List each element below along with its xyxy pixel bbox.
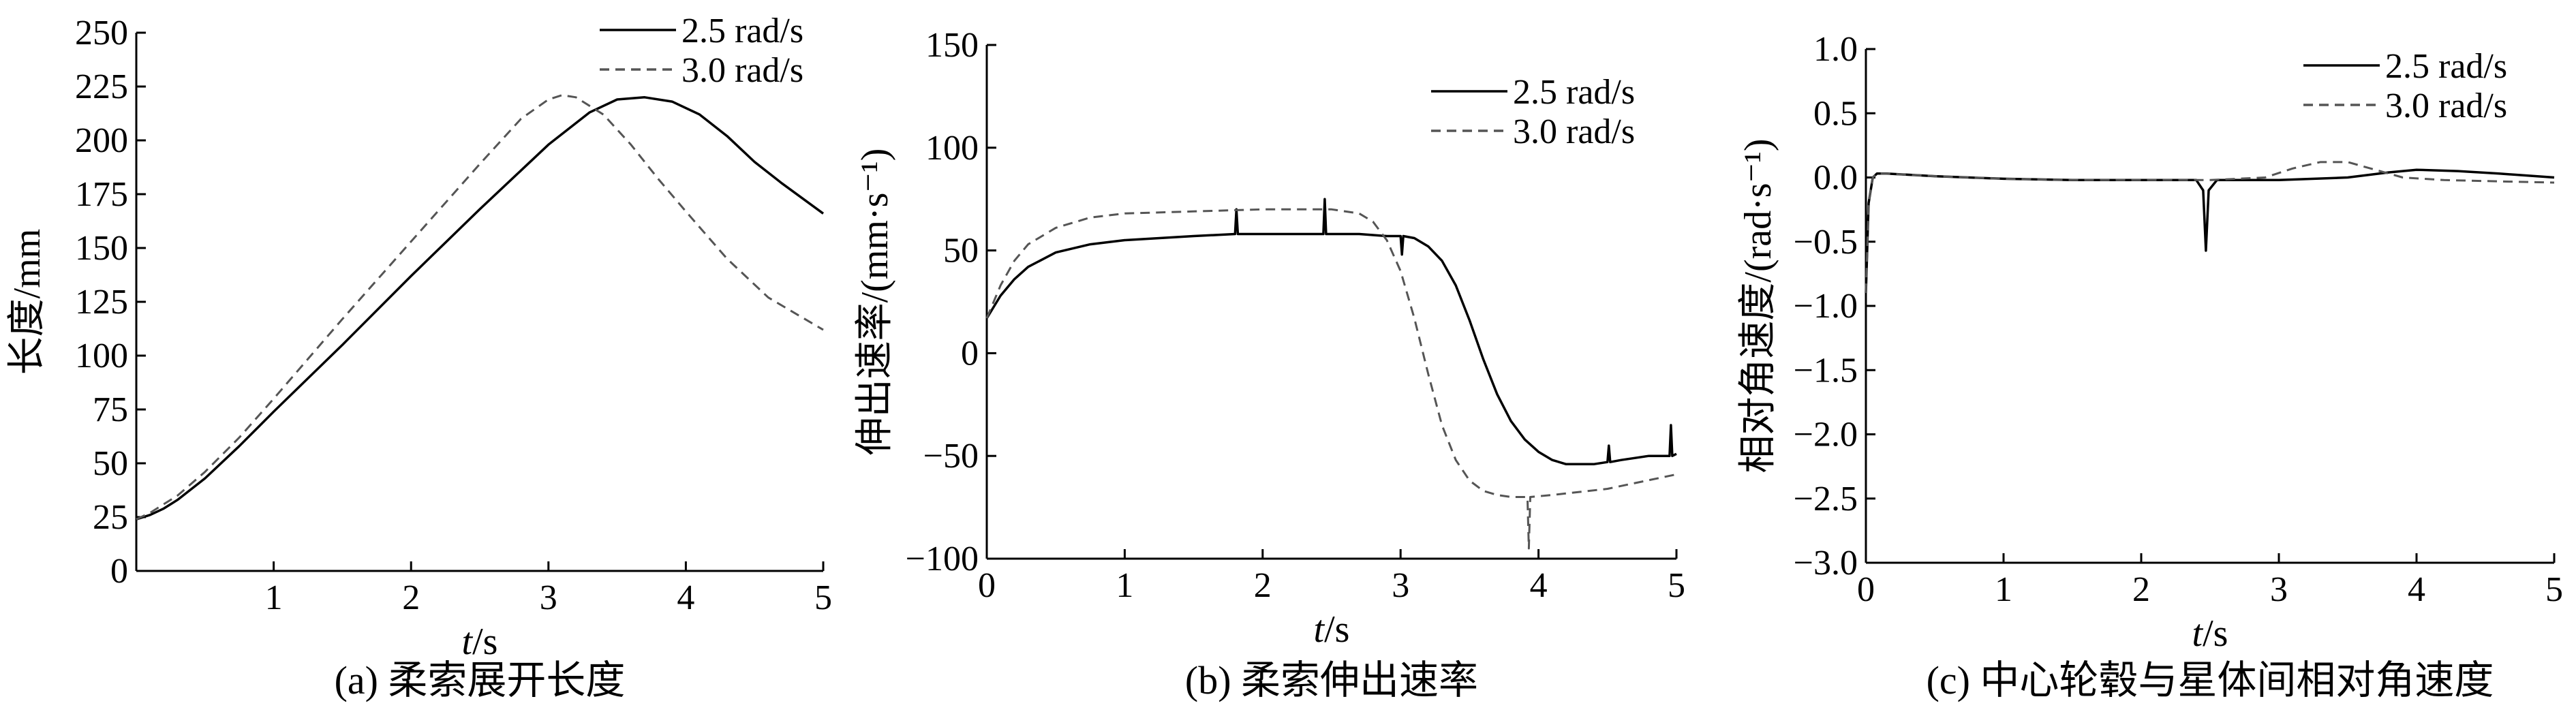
legend-entry: 2.5 rad/s	[2385, 47, 2507, 86]
x-tick-label: 2	[402, 578, 420, 617]
y-tick-label: 50	[943, 232, 979, 270]
x-tick-label: 2	[1254, 566, 1272, 605]
y-tick-label: 150	[925, 26, 979, 65]
y-tick-label: 200	[75, 121, 128, 160]
x-axis-label-unit: /s	[2203, 612, 2228, 655]
y-tick-label: 150	[75, 229, 128, 268]
panel-caption: (b) 柔索伸出速率	[1185, 658, 1478, 702]
legend-entry: 3.0 rad/s	[2385, 87, 2507, 125]
series-line-dashed	[985, 208, 1677, 550]
x-tick-label: 4	[1530, 566, 1548, 605]
x-tick-label: 4	[677, 578, 694, 617]
x-tick-label: 5	[2545, 570, 2563, 609]
y-tick-label: −50	[923, 437, 979, 476]
series-line-solid	[985, 198, 1677, 466]
legend-entry: 3.0 rad/s	[1513, 112, 1635, 151]
series-line-dashed	[136, 94, 824, 521]
legend-entry: 2.5 rad/s	[681, 12, 803, 50]
x-tick-label: 1	[1116, 566, 1133, 605]
x-tick-label: 2	[2132, 570, 2150, 609]
x-axis-label: t/s	[2192, 612, 2228, 655]
x-axis-label: t/s	[462, 621, 498, 663]
chart-panel-a: 0 25 50 75 100 125 150 175 200 225 250 1 2 3 4 5 t/s 长度/m…	[6, 12, 832, 702]
x-tick-label: 4	[2408, 570, 2425, 609]
y-tick-label: 250	[75, 14, 128, 52]
y-axis-label: 相对角速度/(rad·s⁻¹)	[1737, 138, 1779, 473]
y-tick-label: −3.0	[1794, 544, 1858, 583]
y-tick-label: −2.5	[1794, 480, 1858, 518]
x-tick-label: 5	[1668, 566, 1685, 605]
panel-caption: (a) 柔索展开长度	[335, 658, 626, 702]
chart-panel-c: −3.0 −2.5 −2.0 −1.5 −1.0 −0.5 0.0 0.5 1.0 0 1 2 3 4 5 t…	[1737, 30, 2563, 702]
x-axis-label-unit: /s	[1324, 608, 1349, 651]
x-tick-label: 1	[1995, 570, 2012, 609]
y-axis-label: 长度/mm	[6, 229, 48, 375]
x-axis-label-unit: /s	[472, 621, 497, 663]
x-tick-label: 5	[814, 578, 832, 617]
y-tick-label: 50	[93, 444, 128, 483]
y-tick-label: −1.5	[1794, 351, 1858, 390]
x-axis-label: t/s	[1314, 608, 1350, 651]
x-axis-label-var: t	[462, 621, 474, 663]
y-tick-label: 25	[93, 498, 128, 537]
x-tick-label: 1	[265, 578, 283, 617]
x-tick-label: 0	[1857, 570, 1875, 609]
y-tick-label: 100	[75, 337, 128, 375]
legend-entry: 3.0 rad/s	[681, 51, 803, 90]
y-tick-label: 100	[925, 129, 979, 168]
y-tick-label: 175	[75, 175, 128, 214]
y-tick-label: −2.0	[1794, 416, 1858, 454]
series-line-solid	[136, 96, 825, 521]
y-tick-label: 0	[961, 334, 979, 373]
y-tick-label: 75	[93, 390, 128, 429]
x-tick-label: 0	[978, 566, 996, 605]
legend-entry: 2.5 rad/s	[1513, 73, 1635, 112]
series-line-dashed	[1865, 161, 2555, 294]
x-tick-label: 3	[540, 578, 557, 617]
x-tick-label: 3	[2270, 570, 2288, 609]
y-tick-label: 0.5	[1813, 94, 1858, 133]
y-tick-label: −1.0	[1794, 287, 1858, 326]
panel-caption: (c) 中心轮毂与星体间相对角速度	[1927, 658, 2494, 702]
y-tick-label: −0.5	[1794, 223, 1858, 262]
y-tick-label: 0	[110, 552, 128, 591]
series-line-solid	[1865, 168, 2555, 294]
y-tick-label: 0.0	[1813, 159, 1858, 198]
y-axis-label: 伸出速率/(mm·s⁻¹)	[854, 149, 896, 456]
x-axis-label-var: t	[2192, 612, 2204, 655]
chart-panel-b: −100 −50 0 50 100 150 0 1 2 3 4 5 t/s 伸出速率/(mm·s⁻¹) 2.…	[854, 26, 1685, 702]
y-tick-label: 1.0	[1813, 30, 1858, 69]
y-tick-label: 125	[75, 283, 128, 322]
y-tick-label: −100	[906, 540, 979, 578]
x-axis-label-var: t	[1314, 608, 1325, 651]
y-tick-label: 225	[75, 67, 128, 106]
x-tick-label: 3	[1392, 566, 1409, 605]
